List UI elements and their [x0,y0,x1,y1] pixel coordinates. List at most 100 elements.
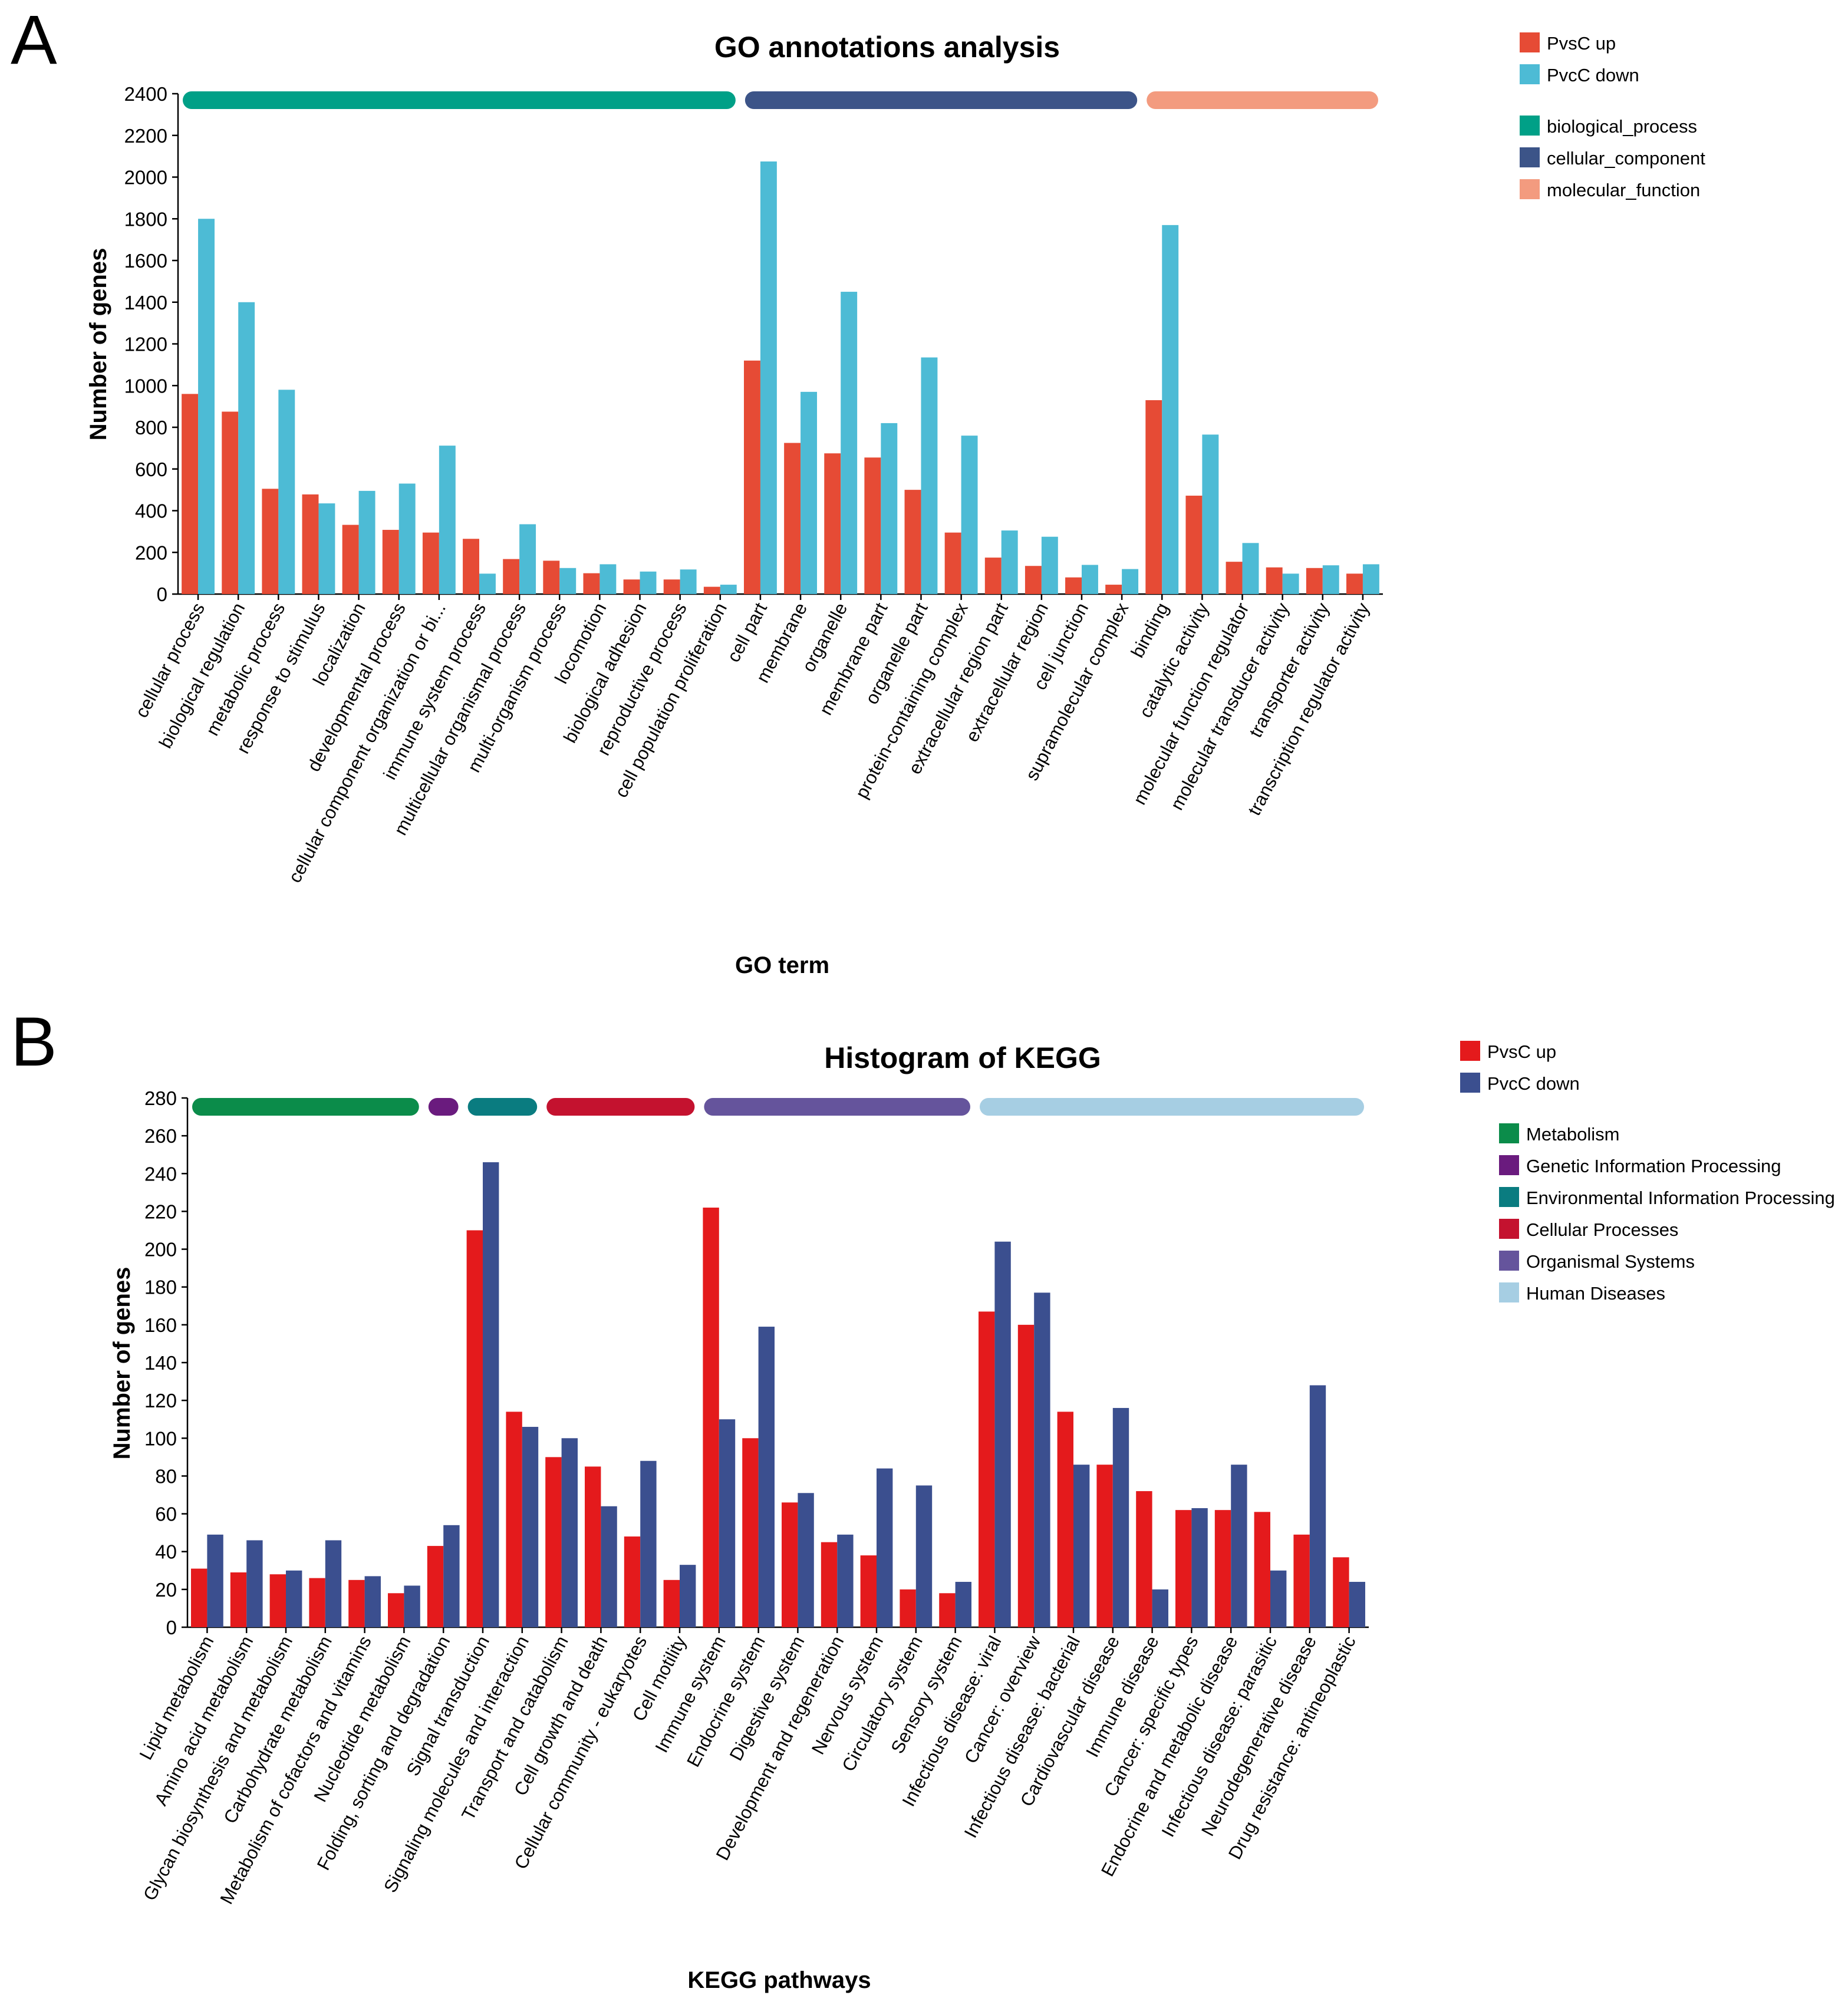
chart-b-bar-down [1191,1508,1208,1627]
chart-a-bar-down [599,564,617,594]
chart-a-bar-up [944,532,961,594]
chart-b-bar-up [1175,1510,1192,1627]
chart-a-bar-down [439,446,456,594]
chart-b-bar-down [758,1327,775,1627]
chart-b-plot: 020406080100120140160180200220240260280L… [135,1087,1369,1908]
chart-b-group-band [467,1098,538,1116]
chart-b-y-tick-label: 140 [144,1352,177,1374]
chart-b-legend-swatch-group [1499,1123,1519,1143]
chart-b-bar-down [1073,1465,1090,1627]
chart-a-bar-up [182,394,199,594]
chart-a-bar-down [358,490,375,594]
chart-a-bar-up [463,539,479,594]
chart-b-bar-down [994,1241,1011,1627]
chart-b-bar-up [427,1546,444,1627]
chart-b-y-tick-label: 180 [144,1277,177,1298]
chart-a-bar-up [583,573,600,594]
chart-a-bar-up [904,490,921,594]
chart-a-group-band [183,91,736,109]
chart-b-bar-down [246,1540,263,1627]
chart-a-legend-swatch-series [1520,32,1540,52]
chart-a-bar-down [760,161,777,594]
chart-a-bar-down [1082,565,1098,594]
chart-a-y-tick-label: 2200 [124,125,167,147]
chart-b-bar-up [1057,1412,1073,1627]
chart-a-y-tick-label: 800 [135,417,167,438]
chart-a-legend-label-series: PvcC down [1547,65,1639,85]
chart-b-bar-up [1214,1510,1231,1627]
chart-b-y-tick-label: 160 [144,1314,177,1336]
chart-a-bar-down [680,569,697,594]
chart-b-bar-up [230,1572,247,1627]
chart-a-legend-swatch-group [1520,116,1540,136]
chart-b-bar-down [877,1468,893,1627]
chart-b-y-tick-label: 220 [144,1201,177,1222]
chart-a-bar-up [1185,496,1203,594]
chart-b-bar-up [900,1589,916,1627]
chart-a-bar-down [559,568,577,594]
chart-a-title: GO annotations analysis [714,31,1060,64]
chart-b-legend-label-series: PvsC up [1487,1041,1556,1062]
chart-a-y-tick-label: 1400 [124,292,167,314]
chart-b-bar-down [1309,1385,1326,1627]
chart-b-bar-up [979,1311,995,1627]
chart-a-bar-down [921,357,938,594]
chart-b-title: Histogram of KEGG [824,1041,1101,1074]
chart-a-legend-swatch-group [1520,179,1540,199]
chart-b-bar-down [1270,1570,1287,1627]
chart-a-bar-down [841,292,858,594]
chart-b-bar-up [506,1412,522,1627]
chart-b-bar-up [703,1208,719,1627]
chart-b-bar-down [1112,1407,1129,1627]
chart-a-bar-up [1306,568,1323,594]
chart-a-y-tick-label: 1800 [124,208,167,230]
chart-a-bar-up [984,558,1002,594]
chart-a-y-tick-label: 1000 [124,375,167,397]
chart-b-bar-down [719,1419,736,1627]
chart-b-y-tick-label: 0 [166,1617,177,1638]
chart-a-legend-swatch-group [1520,147,1540,167]
chart-a-bar-down [801,391,818,594]
chart-b-y-tick-label: 20 [155,1579,177,1601]
chart-b-bar-down [955,1582,971,1627]
chart-b-legend-label-group: Environmental Information Processing [1526,1188,1835,1208]
chart-a-legend-label-group: molecular_function [1547,180,1700,200]
chart-b-ylabel: Number of genes [109,1267,135,1460]
chart-b-bar-up [1333,1557,1349,1627]
chart-b-bar-up [1136,1491,1152,1627]
chart-a-bar-up [864,457,881,594]
chart-b-legend-swatch-group [1499,1187,1519,1207]
chart-b-bar-down [561,1438,578,1627]
chart-b-bar-down [680,1565,696,1627]
chart-a-bar-down [720,585,737,594]
chart-b-bar-up [545,1457,562,1627]
chart-a-bar-up [743,360,760,594]
chart-b-bar-up [388,1593,404,1627]
chart-b-y-tick-label: 200 [144,1239,177,1261]
chart-a-bar-up [663,579,680,594]
chart-a-bar-up [543,560,560,594]
chart-b-bar-up [663,1579,680,1627]
chart-b-bar-down [601,1506,617,1627]
chart-b-bar-down [207,1534,223,1627]
chart-a-legend-label-group: biological_process [1547,116,1697,137]
chart-b-bar-down [443,1525,460,1627]
chart-b-y-tick-label: 80 [155,1465,177,1487]
chart-a-bar-down [1001,530,1018,594]
chart-a-bar-down [1041,536,1058,594]
chart-b-bar-down [798,1493,814,1627]
chart-a-bar-up [1025,566,1042,594]
chart-a-bar-down [238,302,255,594]
chart-b-xlabel: KEGG pathways [687,1967,871,1993]
chart-a-xlabel: GO term [735,952,829,978]
chart-a-bar-up [784,443,801,594]
chart-a-bar-up [1226,562,1243,594]
chart-a-group-band [1147,91,1378,109]
chart-b-bar-up [585,1466,601,1627]
chart-b-bar-up [1017,1324,1035,1627]
chart-a-bar-up [422,532,439,594]
chart-b-bar-down [364,1576,381,1627]
chart-a-legend: PvsC up PvcC down biological_processcellul… [1520,32,1705,200]
